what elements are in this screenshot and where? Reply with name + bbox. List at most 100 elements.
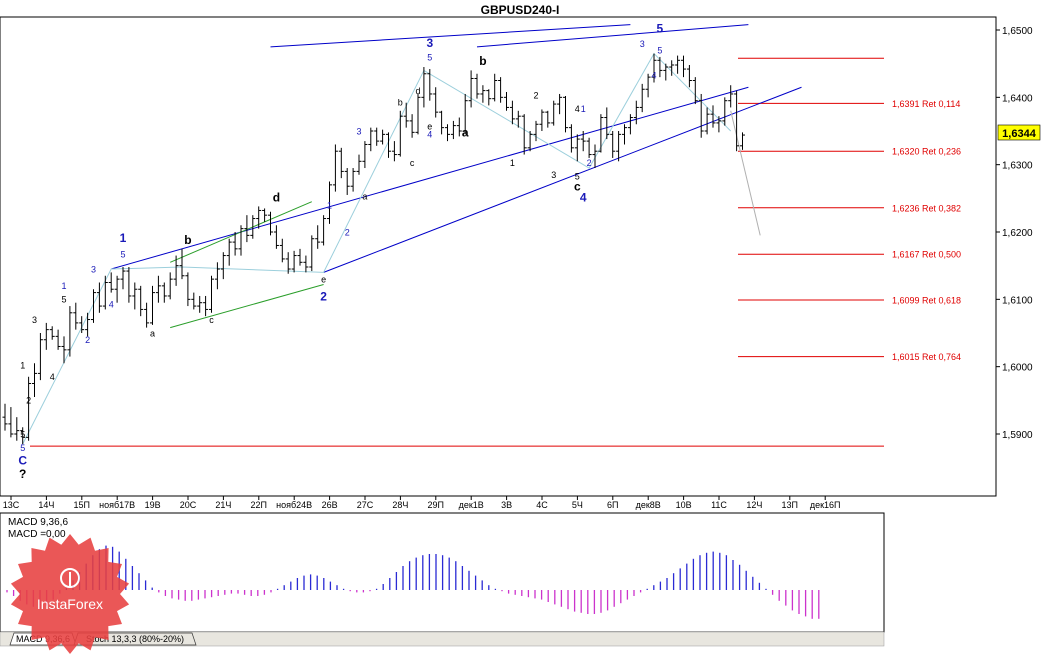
wave-label: e xyxy=(427,122,432,132)
price-bars xyxy=(2,53,745,445)
wave-label: 4 xyxy=(651,70,656,80)
level-label: 1,6099 Ret 0,618 xyxy=(892,296,961,306)
x-tick-label: нояб17В xyxy=(99,500,135,510)
instaforex-logo: InstaForex xyxy=(10,534,130,654)
x-tick-label: 3В xyxy=(501,500,512,510)
level-label: 1,6167 Ret 0,500 xyxy=(892,250,961,260)
wave-label: ? xyxy=(19,467,26,481)
wave-label: b xyxy=(479,54,486,68)
wave-label: a xyxy=(150,328,155,338)
wave-label: 4 xyxy=(575,104,580,114)
chart-title: GBPUSD240-I xyxy=(481,3,560,17)
channel-line xyxy=(476,24,749,48)
x-tick-label: дек16П xyxy=(810,500,841,510)
x-tick-label: 15П xyxy=(74,500,90,510)
wave-label: 5 xyxy=(657,22,664,36)
x-tick-label: 10В xyxy=(676,500,692,510)
wave-label: 1 xyxy=(120,231,127,245)
x-tick-label: 4С xyxy=(536,500,548,510)
y-tick-label: 1,6500 xyxy=(1002,26,1033,37)
wave-label: b xyxy=(398,97,403,107)
wave-label: 2 xyxy=(26,396,31,406)
x-tick-label: 27С xyxy=(357,500,374,510)
projection-line xyxy=(730,110,761,236)
x-tick-label: 29П xyxy=(428,500,444,510)
wave-label: b xyxy=(184,233,191,247)
channel-line xyxy=(270,24,631,48)
y-axis: 1,5900 1,6000 1,6100 1,6200 1,6300 1,6400 1,65… xyxy=(996,26,1033,441)
wave-label: 5 xyxy=(20,429,25,439)
wave-label: 2 xyxy=(533,91,538,101)
level-label: 1,6015 Ret 0,764 xyxy=(892,352,961,362)
y-tick-label: 1,6200 xyxy=(1002,228,1033,239)
logo-text: InstaForex xyxy=(37,596,103,612)
x-tick-label: 21Ч xyxy=(215,500,231,510)
wave-label: 3 xyxy=(426,36,433,50)
x-tick-label: 11С xyxy=(711,500,727,510)
wave-label: 2 xyxy=(345,227,350,237)
current-price-tag: 1,6344 xyxy=(1002,128,1037,140)
wave-label: 1 xyxy=(327,200,332,210)
x-tick-label: нояб24В xyxy=(276,500,312,510)
wave-label: 2 xyxy=(320,290,327,304)
wave-label: 3 xyxy=(91,264,96,274)
wave-label: C xyxy=(18,453,27,467)
wave-label: c xyxy=(410,158,415,168)
x-tick-label: 19В xyxy=(145,500,161,510)
x-tick-label: 20С xyxy=(180,500,197,510)
wave-label: 2 xyxy=(85,335,90,345)
level-label: 1,6391 Ret 0,114 xyxy=(892,99,960,109)
x-tick-label: 13С xyxy=(3,500,20,510)
x-tick-label: 12Ч xyxy=(746,500,762,510)
y-tick-label: 1,6300 xyxy=(1002,161,1033,172)
wave-label: 1 xyxy=(510,158,515,168)
x-tick-label: 22П xyxy=(251,500,267,510)
wave-label: 3 xyxy=(640,39,645,49)
wave-label: 5 xyxy=(61,295,66,305)
wave-label: d xyxy=(415,86,420,96)
wave-label: 1 xyxy=(581,104,586,114)
wave-label: 4 xyxy=(50,372,55,382)
retracement-levels: 1,6391 Ret 0,114 1,6320 Ret 0,236 1,6236 R… xyxy=(30,57,961,447)
wave-label: 5 xyxy=(427,52,432,62)
x-axis: 13С 14Ч 15П нояб17В 19В 20С 21Ч 22П нояб24В 26В 27… xyxy=(3,496,841,510)
logo-emblem-icon xyxy=(60,568,80,588)
tab-bar xyxy=(0,631,885,647)
y-tick-label: 1,6400 xyxy=(1002,93,1033,104)
logo-badge-shape xyxy=(10,534,130,654)
tab-macd-label: MACD 9,36,6 xyxy=(16,634,70,644)
wave-label: 5 xyxy=(657,46,662,56)
macd-label-1: MACD 9,36,6 xyxy=(8,517,68,528)
wave-label: 3 xyxy=(551,170,556,180)
level-label: 1,6320 Ret 0,236 xyxy=(892,147,961,157)
wave-label: c xyxy=(574,179,581,193)
wave-label: d xyxy=(273,191,280,205)
x-tick-label: 28Ч xyxy=(392,500,408,510)
tab-stoch-label: Stoch 13,3,3 (80%-20%) xyxy=(86,634,184,644)
wave-label: 5 xyxy=(575,171,580,181)
triangle-line xyxy=(170,284,324,329)
y-tick-label: 1,6000 xyxy=(1002,363,1033,374)
current-price-tag-bg xyxy=(997,124,1041,141)
wave-label: 4 xyxy=(109,299,114,309)
channel-line xyxy=(111,86,749,270)
level-label: 1,6236 Ret 0,382 xyxy=(892,203,961,213)
wave-label: 4 xyxy=(580,191,587,205)
x-tick-label: дек1В xyxy=(459,500,484,510)
y-tick-label: 1,5900 xyxy=(1002,430,1033,441)
wave-label: 2 xyxy=(587,158,592,168)
y-tick-label: 1,6100 xyxy=(1002,295,1033,306)
wave-label: 1 xyxy=(20,361,25,371)
wave-label: 4 xyxy=(427,130,432,140)
macd-label-2: MACD =0,00 xyxy=(8,529,66,540)
x-tick-label: дек8В xyxy=(636,500,661,510)
wave-label: 5 xyxy=(20,443,25,453)
x-tick-label: 26В xyxy=(322,500,338,510)
wave-label: 5 xyxy=(120,250,125,260)
wave-label: c xyxy=(209,315,214,325)
wave-label: 1 xyxy=(61,281,66,291)
